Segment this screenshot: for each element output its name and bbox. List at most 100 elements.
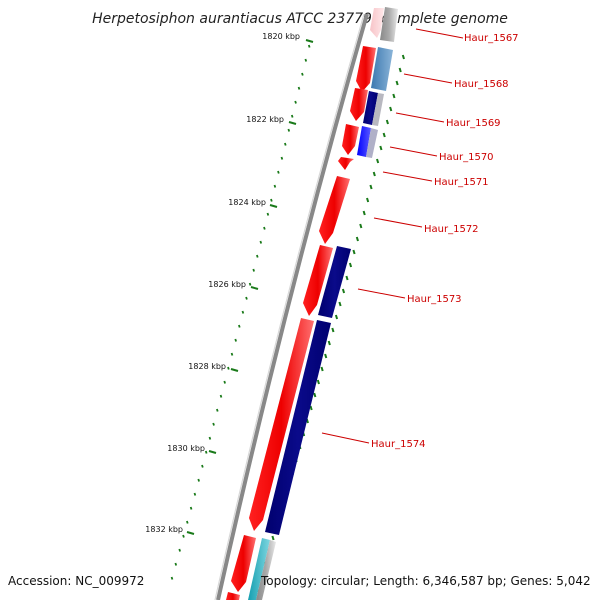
kbp-tick-label: 1828 kbp — [188, 362, 226, 371]
gene-label-haur-1573[interactable]: Haur_1573 — [407, 294, 462, 305]
gene-label-haur-1572[interactable]: Haur_1572 — [424, 224, 479, 235]
forward-arrow-icon[interactable] — [231, 535, 256, 592]
kbp-tick — [186, 531, 195, 535]
gc-skew-dash — [316, 379, 320, 385]
gc-skew-dot — [266, 212, 270, 216]
gene-label-leader — [357, 288, 406, 299]
gc-skew-dash — [327, 340, 331, 346]
gc-skew-dot — [201, 464, 204, 468]
reverse-bar-icon[interactable] — [366, 128, 378, 158]
gc-skew-dot — [294, 100, 297, 104]
gc-skew-dot — [170, 576, 174, 580]
gc-skew-dot — [241, 310, 245, 314]
reverse-bar-icon[interactable] — [256, 540, 276, 600]
gene-label-haur-1568[interactable]: Haur_1568 — [454, 79, 509, 90]
gc-skew-dash — [398, 67, 402, 73]
gene-label-leader — [403, 73, 453, 84]
reverse-bar-icon[interactable] — [372, 93, 384, 126]
gc-skew-dash — [401, 54, 405, 60]
gc-skew-dash — [341, 288, 346, 294]
reverse-bar-icon[interactable] — [357, 126, 371, 157]
gc-skew-dot — [277, 170, 280, 174]
gc-skew-dot — [270, 198, 273, 202]
reverse-bar-icon[interactable] — [318, 246, 351, 318]
gc-skew-dot — [186, 520, 189, 524]
reverse-strand-track — [248, 7, 398, 600]
gc-skew-dash — [355, 236, 359, 242]
gc-skew-dash — [271, 535, 275, 541]
forward-arrow-icon[interactable] — [338, 157, 354, 170]
gene-label-haur-1571[interactable]: Haur_1571 — [434, 177, 489, 188]
gc-skew-dash — [376, 158, 380, 164]
forward-arrow-icon[interactable] — [303, 245, 333, 316]
forward-arrow-icon[interactable] — [319, 176, 350, 244]
gene-label-leader — [382, 171, 433, 182]
gc-skew-dot — [256, 254, 259, 258]
kbp-tick — [288, 121, 297, 125]
kbp-tick — [305, 39, 314, 43]
gc-skew-dash — [366, 197, 370, 203]
gc-skew-dot — [182, 534, 185, 538]
kbp-tick-label: 1822 kbp — [246, 115, 284, 124]
gc-skew-dash — [389, 106, 393, 112]
forward-arrow-icon[interactable] — [370, 8, 384, 38]
kbp-tick — [230, 368, 239, 372]
gc-skew-dash — [309, 405, 313, 411]
kbp-tick — [269, 204, 278, 208]
topology-text: Topology: circular; Length: 6,346,587 bp… — [261, 574, 591, 588]
gc-skew-dot — [219, 394, 223, 398]
gene-label-haur-1570[interactable]: Haur_1570 — [439, 152, 494, 163]
forward-arrow-icon[interactable] — [226, 592, 240, 600]
gc-skew-dot — [301, 72, 304, 76]
reverse-bar-icon[interactable] — [371, 47, 393, 91]
gc-skew-track — [170, 44, 405, 593]
gc-skew-dot — [252, 268, 255, 272]
gene-label-leader — [395, 112, 445, 123]
gc-skew-dash — [362, 210, 366, 216]
forward-arrow-icon[interactable] — [356, 46, 376, 92]
gc-skew-dot — [208, 436, 212, 440]
gc-skew-dot — [307, 44, 311, 48]
gc-skew-dot — [230, 352, 234, 356]
gc-skew-dash — [369, 184, 373, 190]
reverse-bar-icon[interactable] — [380, 7, 398, 42]
gene-label-leader — [321, 432, 370, 444]
gc-skew-dot — [204, 450, 208, 454]
reverse-bar-icon[interactable] — [265, 320, 331, 535]
gc-skew-dash — [352, 249, 356, 255]
gene-label-haur-1574[interactable]: Haur_1574 — [371, 439, 426, 450]
gc-skew-dash — [345, 275, 349, 281]
kbp-tick-label: 1830 kbp — [167, 444, 205, 453]
forward-arrow-icon[interactable] — [342, 124, 359, 155]
kbp-tick-label: 1826 kbp — [208, 280, 246, 289]
gc-skew-dot — [290, 114, 294, 118]
kbp-tick-label: 1832 kbp — [145, 525, 183, 534]
forward-strand-track — [226, 8, 384, 600]
gene-label-leader — [415, 28, 464, 39]
kbp-tick-label: 1820 kbp — [262, 32, 300, 41]
gc-skew-dot — [197, 478, 200, 482]
gc-skew-dash — [372, 171, 376, 177]
gc-skew-dash — [382, 132, 386, 138]
gene-label-haur-1567[interactable]: Haur_1567 — [464, 33, 519, 44]
gc-skew-dash — [395, 80, 399, 86]
gc-skew-dash — [324, 353, 328, 359]
gc-skew-dot — [297, 86, 301, 90]
gc-skew-dash — [334, 314, 339, 320]
gene-label-haur-1569[interactable]: Haur_1569 — [446, 118, 501, 129]
gc-skew-dot — [223, 380, 226, 384]
accession-text: Accession: NC_009972 — [8, 574, 145, 588]
kbp-scale: 1820 kbp 1822 kbp 1824 kbp 1826 kbp 1828… — [145, 32, 314, 535]
gc-skew-dash — [392, 93, 396, 99]
gc-skew-dash — [379, 145, 383, 151]
reverse-bar-icon[interactable] — [363, 91, 378, 125]
forward-arrow-icon[interactable] — [249, 318, 314, 531]
forward-arrow-icon[interactable] — [350, 88, 368, 121]
gc-skew-dot — [212, 422, 215, 426]
gc-skew-dot — [284, 142, 287, 146]
reverse-bar-icon[interactable] — [248, 538, 270, 600]
gc-skew-dot — [193, 492, 197, 496]
kbp-tick-label: 1824 kbp — [228, 198, 266, 207]
gc-skew-dash — [359, 223, 363, 229]
